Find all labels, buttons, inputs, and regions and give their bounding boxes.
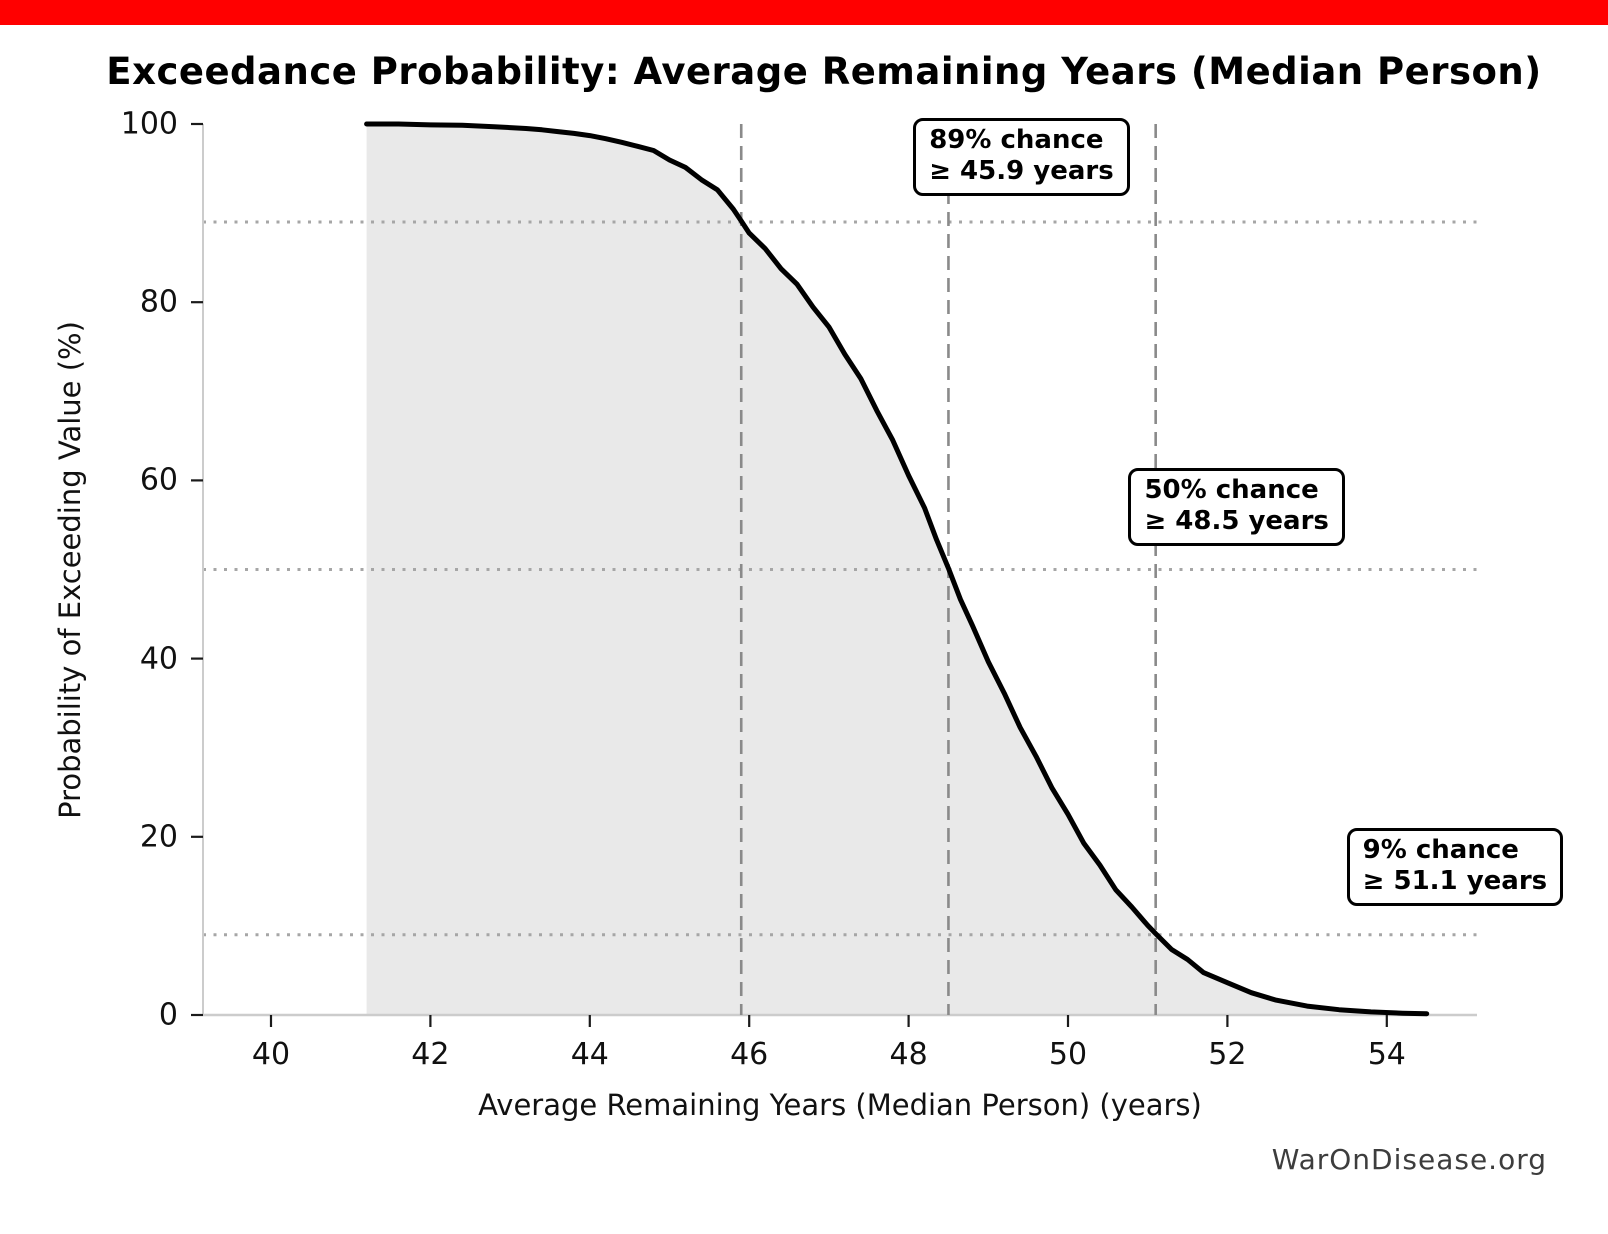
y-axis-label: Probability of Exceeding Value (%) — [53, 321, 87, 819]
x-tick-label-40: 40 — [251, 1037, 291, 1072]
annotation-years-text: ≥ 51.1 years — [1362, 865, 1548, 896]
annotation-chance-text: 9% chance — [1362, 834, 1519, 865]
annotation-box-50pct: 50% chance ≥ 48.5 years — [1128, 467, 1345, 546]
watermark: WarOnDisease.org — [1271, 1143, 1547, 1176]
annotation-chance-text: 50% chance — [1144, 474, 1319, 505]
x-tick-label-42: 42 — [411, 1037, 450, 1072]
y-tick-label-40: 40 — [139, 641, 178, 677]
y-tick-label-100: 100 — [120, 106, 178, 142]
annotation-years-text: ≥ 48.5 years — [1144, 505, 1329, 536]
x-tick-label-44: 44 — [570, 1037, 609, 1072]
annotation-box-9pct: 9% chance ≥ 51.1 years — [1346, 827, 1564, 906]
top-red-banner — [0, 0, 1608, 25]
y-tick-label-0: 0 — [158, 997, 178, 1033]
y-tick-label-60: 60 — [139, 462, 178, 498]
x-tick-label-46: 46 — [730, 1037, 769, 1072]
exceedance-curve — [364, 121, 1430, 1017]
x-tick-label-52: 52 — [1208, 1037, 1247, 1072]
annotation-chance-text: 89% chance — [929, 125, 1104, 155]
chart-title: Exceedance Probability: Average Remainin… — [106, 50, 1542, 93]
x-axis-label: Average Remaining Years (Median Person) … — [478, 1088, 1202, 1122]
y-tick-label-20: 20 — [139, 819, 178, 855]
annotation-box-89pct: 89% chance ≥ 45.9 years — [913, 118, 1130, 196]
annotation-years-text: ≥ 45.9 years — [929, 156, 1114, 186]
x-tick-label-50: 50 — [1048, 1037, 1088, 1072]
x-tick-label-54: 54 — [1367, 1037, 1406, 1072]
x-tick-label-48: 48 — [889, 1037, 928, 1072]
y-tick-label-80: 80 — [139, 284, 178, 320]
